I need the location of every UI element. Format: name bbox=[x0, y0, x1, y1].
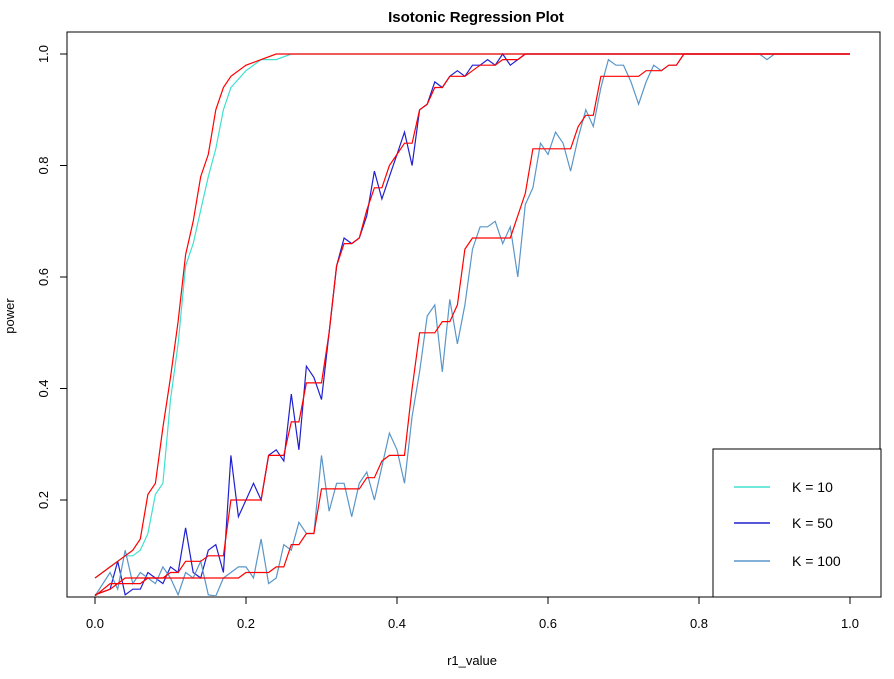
legend-label: K = 10 bbox=[792, 479, 833, 495]
x-axis-label: r1_value bbox=[447, 653, 497, 668]
x-tick-label: 0.6 bbox=[539, 616, 557, 631]
x-axis: 0.0 0.2 0.4 0.6 0.8 1.0 bbox=[86, 596, 859, 631]
y-tick-label: 0.8 bbox=[36, 156, 51, 174]
isotonic-fit-line-k100 bbox=[94, 53, 850, 596]
chart-title: Isotonic Regression Plot bbox=[388, 9, 564, 26]
legend: K = 10 K = 50 K = 100 bbox=[712, 448, 882, 598]
x-tick-label: 0.8 bbox=[690, 616, 708, 631]
isotonic-fit-line-k10 bbox=[94, 53, 850, 579]
isotonic-fit-line-k50 bbox=[94, 53, 850, 596]
x-tick-label: 0.0 bbox=[86, 616, 104, 631]
y-axis: 0.2 0.4 0.6 0.8 1.0 bbox=[36, 45, 68, 509]
y-axis-label: power bbox=[2, 298, 17, 334]
legend-label: K = 50 bbox=[792, 515, 833, 531]
x-tick-label: 0.2 bbox=[237, 616, 255, 631]
y-tick-label: 1.0 bbox=[36, 45, 51, 63]
y-tick-label: 0.4 bbox=[36, 379, 51, 397]
legend-label: K = 100 bbox=[792, 553, 841, 569]
x-tick-label: 1.0 bbox=[841, 616, 859, 631]
y-tick-label: 0.6 bbox=[36, 268, 51, 286]
series-line-k100 bbox=[94, 53, 850, 596]
x-tick-label: 0.4 bbox=[388, 616, 406, 631]
plot-area bbox=[94, 52, 850, 596]
y-tick-label: 0.2 bbox=[36, 491, 51, 509]
